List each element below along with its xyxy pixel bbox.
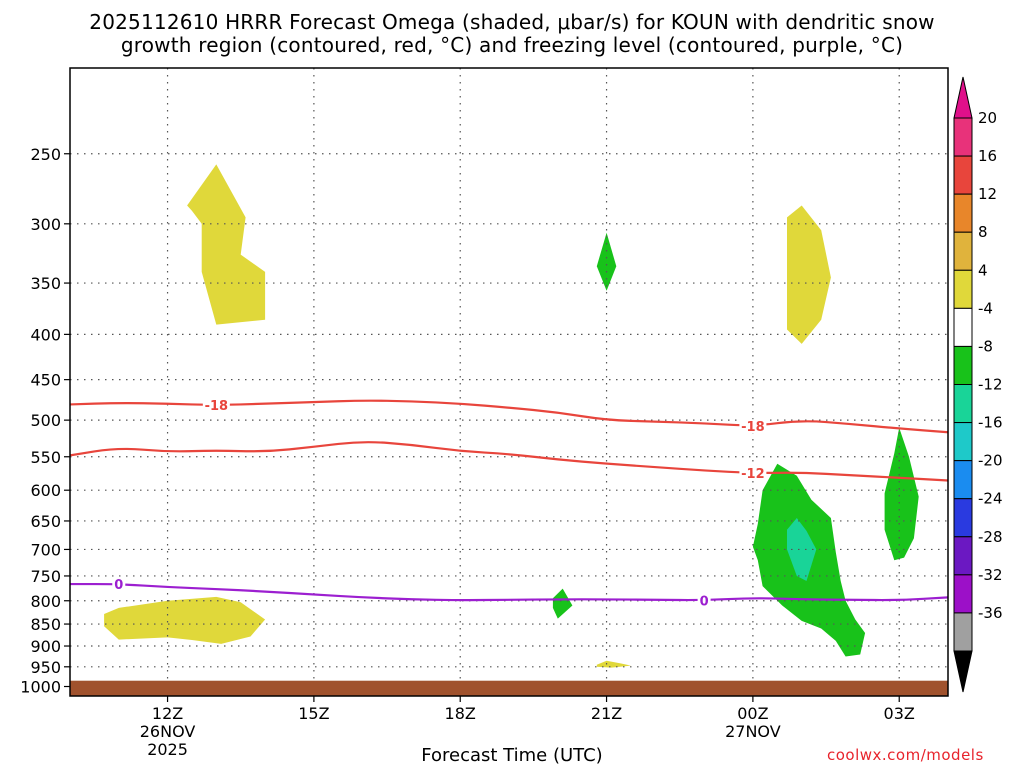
colorbar-label-14: -36 <box>978 604 1003 622</box>
ytick-label-700: 700 <box>30 540 61 559</box>
contour-1-label-1: -18 <box>205 399 229 414</box>
colorbar-swatch-5 <box>953 269 973 309</box>
colorbar-label-8: -12 <box>978 376 1003 394</box>
contour-2-label-bg-1 <box>739 466 767 481</box>
colorbar-label-1: 20 <box>978 109 997 127</box>
colorbar-label-11: -24 <box>978 490 1003 508</box>
contour-3-line <box>70 582 948 602</box>
colorbar-swatch-10 <box>953 460 973 500</box>
contour-1-label-2: -18 <box>741 420 765 435</box>
colorbar-swatch-14 <box>953 612 973 652</box>
contour-3-label-bg-2 <box>697 593 711 608</box>
chart-title-line-2: growth region (contoured, red, °C) and f… <box>120 33 904 57</box>
chart-title-line-1: 2025112610 HRRR Forecast Omega (shaded, … <box>89 10 935 34</box>
omega-region-5 <box>596 232 617 291</box>
ytick-label-950: 950 <box>30 658 61 677</box>
omega-region-1 <box>187 164 266 325</box>
xtick-date-00Z: 27NOV <box>725 722 781 741</box>
plot-frame <box>69 67 949 697</box>
colorbar-label-5: 4 <box>978 261 988 279</box>
ytick-label-650: 650 <box>30 512 61 531</box>
xtick-label-03Z: 03Z <box>884 704 915 723</box>
colorbar-label-10: -20 <box>978 452 1003 470</box>
contour-3-label-1: 0 <box>114 578 123 593</box>
xtick-year-12Z: 2025 <box>147 740 188 759</box>
ytick-label-600: 600 <box>30 481 61 500</box>
x-axis-label: Forecast Time (UTC) <box>421 745 603 766</box>
ytick-label-500: 500 <box>30 411 61 430</box>
source-credit: coolwx.com/models <box>827 746 984 764</box>
contour-3-label-2: 0 <box>700 594 709 609</box>
ytick-label-300: 300 <box>30 215 61 234</box>
ytick-label-1000: 1000 <box>20 678 61 697</box>
ytick-label-750: 750 <box>30 567 61 586</box>
colorbar-label-4: 8 <box>978 223 988 241</box>
contour-2-label-1: -12 <box>741 467 765 482</box>
contour-1-line <box>70 399 948 434</box>
colorbar-swatch-6 <box>953 307 973 347</box>
ytick-label-550: 550 <box>30 448 61 467</box>
ytick-label-800: 800 <box>30 592 61 611</box>
omega-region-4 <box>596 660 631 668</box>
colorbar-swatch-8 <box>953 384 973 424</box>
ytick-label-900: 900 <box>30 637 61 656</box>
colorbar-label-6: -4 <box>978 299 993 317</box>
colorbar-swatch-2 <box>953 155 973 195</box>
colorbar-label-12: -28 <box>978 528 1003 546</box>
ytick-label-850: 850 <box>30 615 61 634</box>
colorbar-swatch-13 <box>953 574 973 614</box>
colorbar-swatch-11 <box>953 498 973 538</box>
colorbar-label-7: -8 <box>978 337 993 355</box>
xtick-label-00Z: 00Z <box>737 704 768 723</box>
colorbar-label-3: 12 <box>978 185 997 203</box>
omega-shading <box>104 164 919 668</box>
colorbar-overflow-low <box>953 650 973 693</box>
ytick-label-250: 250 <box>30 145 61 164</box>
omega-region-3 <box>787 205 831 344</box>
colorbar-label-9: -16 <box>978 414 1003 432</box>
ytick-label-400: 400 <box>30 325 61 344</box>
ytick-label-450: 450 <box>30 371 61 390</box>
xtick-label-18Z: 18Z <box>445 704 476 723</box>
omega-region-9 <box>884 427 919 561</box>
contour-1-label-bg-2 <box>739 419 767 434</box>
omega-region-8 <box>787 518 817 581</box>
xtick-date-12Z: 26NOV <box>140 722 196 741</box>
colorbar-swatch-3 <box>953 193 973 233</box>
colorbar-swatch-1 <box>953 117 973 157</box>
contour-1-label-bg-1 <box>202 398 230 413</box>
contour-3-label-bg-1 <box>112 577 126 592</box>
xtick-label-12Z: 12Z <box>152 704 183 723</box>
colorbar-swatch-7 <box>953 345 973 385</box>
ytick-label-350: 350 <box>30 274 61 293</box>
colorbar-overflow-high <box>953 76 973 119</box>
contour-2-line <box>70 441 948 482</box>
colorbar-swatch-12 <box>953 536 973 576</box>
omega-region-6 <box>552 588 573 619</box>
omega-region-2 <box>104 596 266 644</box>
xtick-label-15Z: 15Z <box>298 704 329 723</box>
colorbar-swatch-9 <box>953 422 973 462</box>
colorbar-label-2: 16 <box>978 147 997 165</box>
colorbar-swatch-4 <box>953 231 973 271</box>
colorbar-label-13: -32 <box>978 566 1003 584</box>
xtick-label-21Z: 21Z <box>591 704 622 723</box>
ground-terrain <box>70 680 948 696</box>
